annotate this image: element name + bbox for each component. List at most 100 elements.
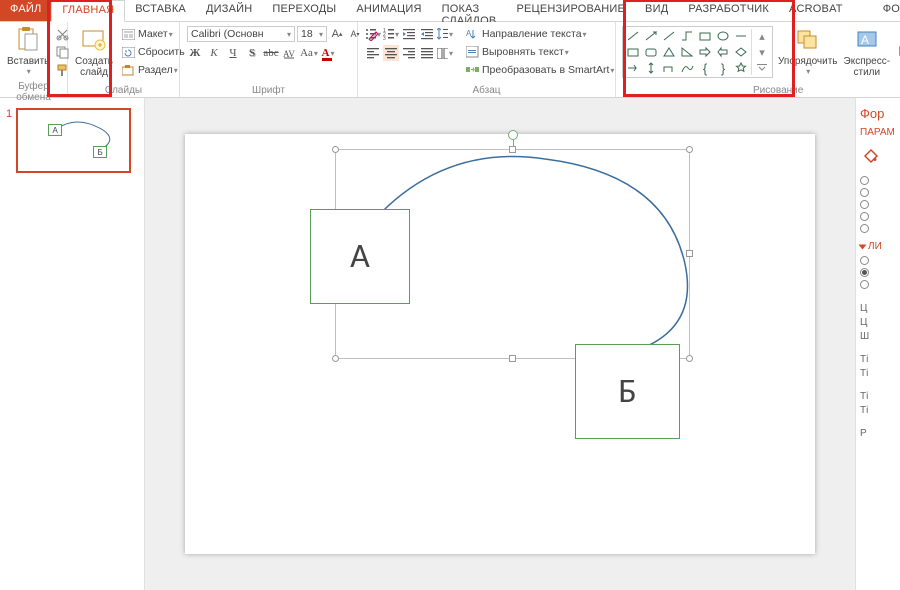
shape-roundrect-icon[interactable] xyxy=(643,45,659,59)
numbering-button[interactable]: 123▾ xyxy=(383,26,399,42)
shape-line2-icon[interactable] xyxy=(661,29,677,43)
tab-home[interactable]: ГЛАВНАЯ xyxy=(51,0,125,22)
tab-file[interactable]: ФАЙЛ xyxy=(0,0,51,21)
line-option-1[interactable] xyxy=(860,256,896,265)
panel-item-5[interactable]: Ті xyxy=(860,391,896,402)
handle-n[interactable] xyxy=(509,146,516,153)
shape-curve-icon[interactable] xyxy=(679,61,695,75)
panel-item-2[interactable]: Ш xyxy=(860,331,896,342)
align-text-button[interactable]: Выровнять текст▾ xyxy=(462,44,617,60)
panel-item-3[interactable]: Ті xyxy=(860,354,896,365)
tab-review[interactable]: РЕЦЕНЗИРОВАНИЕ xyxy=(506,0,635,21)
new-slide-button[interactable]: Создать слайд xyxy=(72,24,116,80)
tab-design[interactable]: ДИЗАЙН xyxy=(196,0,262,21)
handle-se[interactable] xyxy=(686,355,693,362)
shape-line-icon[interactable] xyxy=(625,29,641,43)
shape-rect2-icon[interactable] xyxy=(697,29,713,43)
panel-item-1[interactable]: Ц xyxy=(860,317,896,328)
case-button[interactable]: Aa▾ xyxy=(301,45,317,61)
indent-right-button[interactable] xyxy=(419,26,435,42)
layout-button[interactable]: Макет▾ xyxy=(118,26,188,42)
section-button[interactable]: Раздел▾ xyxy=(118,62,188,78)
font-size-select[interactable]: 18▾ xyxy=(297,26,327,42)
font-color-button[interactable]: A▾ xyxy=(320,45,336,61)
handle-s[interactable] xyxy=(509,355,516,362)
handle-nw[interactable] xyxy=(332,146,339,153)
handle-e[interactable] xyxy=(686,250,693,257)
handle-ne[interactable] xyxy=(686,146,693,153)
shape-arrow-block2-icon[interactable] xyxy=(715,45,731,59)
shape-line3-icon[interactable] xyxy=(733,29,749,43)
line-spacing-button[interactable]: ▾ xyxy=(437,26,453,42)
columns-button[interactable]: ▾ xyxy=(437,45,453,61)
bold-button[interactable]: Ж xyxy=(187,45,203,61)
tab-developer[interactable]: РАЗРАБОТЧИК xyxy=(678,0,779,21)
panel-item-7[interactable]: Р xyxy=(860,428,896,439)
handle-sw[interactable] xyxy=(332,355,339,362)
shape-effects-button[interactable]: Эф xyxy=(895,62,900,78)
reset-button[interactable]: Сбросить xyxy=(118,44,188,60)
shape-elbow-icon[interactable] xyxy=(661,61,677,75)
shape-rect-icon[interactable] xyxy=(625,45,641,59)
panel-item-0[interactable]: Ц xyxy=(860,303,896,314)
gallery-expand[interactable] xyxy=(754,61,770,75)
panel-item-4[interactable]: Ті xyxy=(860,368,896,379)
bullets-button[interactable]: ▾ xyxy=(365,26,381,42)
fill-option-5[interactable] xyxy=(860,224,896,233)
gallery-scroll-down[interactable]: ▾ xyxy=(754,45,770,59)
shape-arrowline-icon[interactable] xyxy=(643,29,659,43)
fill-option-1[interactable] xyxy=(860,176,896,185)
quick-styles-button[interactable]: A Экспресс- стили xyxy=(841,24,894,80)
gallery-scroll-up[interactable]: ▴ xyxy=(754,29,770,43)
shadow-button[interactable]: S xyxy=(244,45,260,61)
tab-insert[interactable]: ВСТАВКА xyxy=(125,0,196,21)
shape-fill-button[interactable]: За xyxy=(895,26,900,42)
shape-star-icon[interactable] xyxy=(733,61,749,75)
shape-brace-right-icon[interactable]: } xyxy=(715,61,731,75)
arrange-button[interactable]: Упорядочить ▾ xyxy=(775,24,841,78)
indent-left-button[interactable] xyxy=(401,26,417,42)
shape-rtriangle-icon[interactable] xyxy=(679,45,695,59)
fill-option-2[interactable] xyxy=(860,188,896,197)
line-option-3[interactable] xyxy=(860,280,896,289)
shape-outline-button[interactable]: Ко xyxy=(895,44,900,60)
align-left-button[interactable] xyxy=(365,45,381,61)
shape-triangle-icon[interactable] xyxy=(661,45,677,59)
text-direction-button[interactable]: AНаправление текста▾ xyxy=(462,26,617,42)
font-name-select[interactable]: Calibri (Основн▾ xyxy=(187,26,295,42)
tab-transitions[interactable]: ПЕРЕХОДЫ xyxy=(262,0,346,21)
align-right-button[interactable] xyxy=(401,45,417,61)
align-center-button[interactable] xyxy=(383,45,399,61)
paste-button[interactable]: Вставить ▾ xyxy=(4,24,52,78)
increase-font-button[interactable]: A▴ xyxy=(329,26,345,42)
fill-icon-pane[interactable] xyxy=(860,144,896,166)
slide-canvas[interactable]: А Б xyxy=(145,98,855,590)
fill-option-4[interactable] xyxy=(860,212,896,221)
tab-slideshow[interactable]: ПОКАЗ СЛАЙДОВ xyxy=(432,0,507,21)
spacing-button[interactable]: AV xyxy=(282,45,298,61)
tab-format[interactable]: ФОРМАТ xyxy=(873,0,900,21)
shape-arrow-block-icon[interactable] xyxy=(697,45,713,59)
line-section[interactable]: ЛИ xyxy=(860,241,896,252)
shape-box-b[interactable]: Б xyxy=(575,344,680,439)
shape-oval-icon[interactable] xyxy=(715,29,731,43)
italic-button[interactable]: К xyxy=(206,45,222,61)
shape-connector-icon[interactable] xyxy=(679,29,695,43)
slide-thumbnail-1[interactable]: А Б xyxy=(16,108,131,173)
strike-button[interactable]: abc xyxy=(263,45,279,61)
smartart-button[interactable]: Преобразовать в SmartArt▾ xyxy=(462,62,617,78)
underline-button[interactable]: Ч xyxy=(225,45,241,61)
tab-animation[interactable]: АНИМАЦИЯ xyxy=(346,0,431,21)
shapes-gallery[interactable]: { } ▴ ▾ xyxy=(622,26,773,78)
shape-arrow-right-icon[interactable] xyxy=(625,61,641,75)
shape-diamond-icon[interactable] xyxy=(733,45,749,59)
tab-view[interactable]: ВИД xyxy=(635,0,678,21)
shape-brace-left-icon[interactable]: { xyxy=(697,61,713,75)
panel-item-6[interactable]: Ті xyxy=(860,405,896,416)
fill-option-3[interactable] xyxy=(860,200,896,209)
line-option-2[interactable] xyxy=(860,268,896,277)
shape-box-a[interactable]: А xyxy=(310,209,410,304)
tab-acrobat[interactable]: ACROBAT xyxy=(779,0,853,21)
rotate-handle[interactable] xyxy=(508,130,518,140)
shape-arrow-updown-icon[interactable] xyxy=(643,61,659,75)
